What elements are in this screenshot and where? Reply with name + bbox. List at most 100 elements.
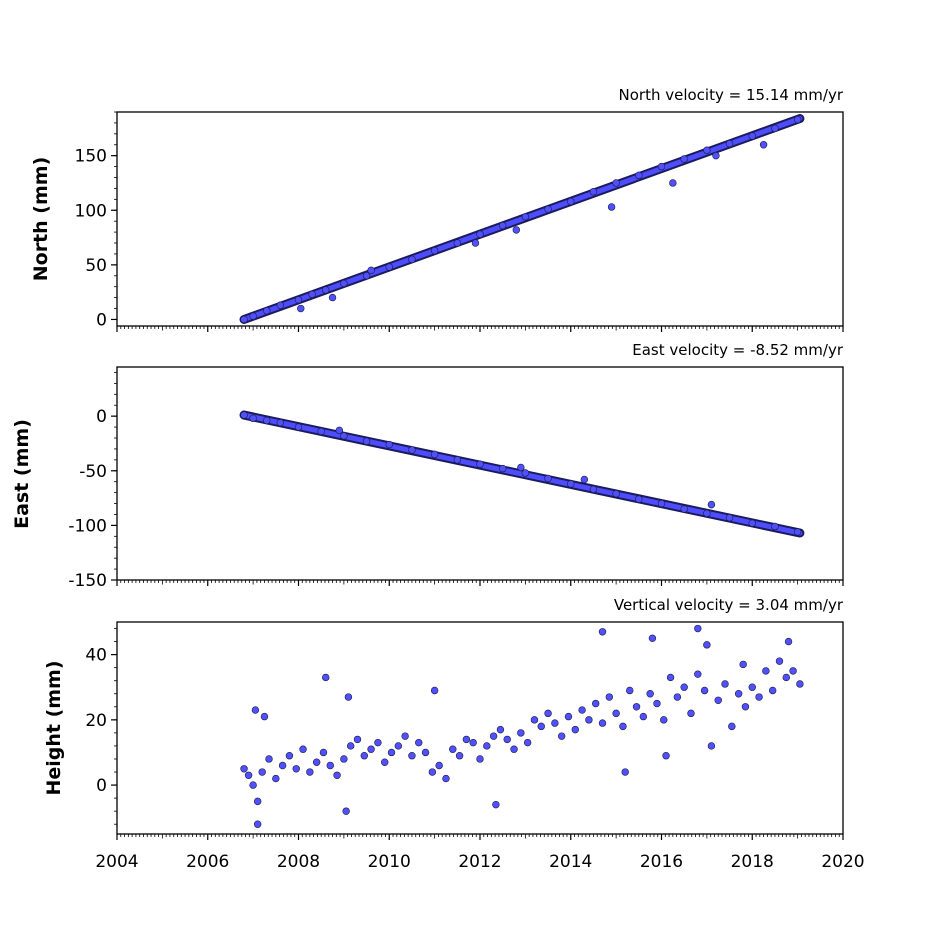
height-data-point <box>646 690 654 698</box>
height-data-point <box>687 709 695 718</box>
east-data-point <box>521 469 530 477</box>
height-data-point <box>694 670 702 678</box>
north-data-point <box>471 239 480 247</box>
north-data-point <box>759 141 768 149</box>
height-data-point <box>272 774 280 783</box>
height-data-point <box>662 752 670 760</box>
north-data-point <box>512 226 520 234</box>
height-data-point <box>728 722 736 731</box>
east-y-axis-label: East (mm) <box>11 419 33 529</box>
height-data-point <box>796 680 804 688</box>
north-data-point <box>240 315 248 324</box>
north-data-point <box>453 239 462 247</box>
height-data-point <box>673 693 682 701</box>
north-data-point <box>294 296 303 304</box>
height-data-point <box>557 732 566 740</box>
north-y-axis-label: North (mm) <box>30 157 52 282</box>
height-data-point <box>319 748 328 757</box>
height-data-point <box>251 706 260 714</box>
north-data-point <box>612 179 620 187</box>
east-data-point <box>240 411 248 419</box>
height-data-point <box>619 722 627 731</box>
height-data-point <box>442 774 450 783</box>
height-x-tick-label: 2004 <box>95 852 138 872</box>
height-data-point <box>285 752 294 760</box>
height-x-tick-label: 2008 <box>277 852 320 872</box>
height-data-point <box>326 761 334 770</box>
height-data-point <box>346 742 355 750</box>
height-data-point <box>503 735 511 744</box>
north-data-point <box>328 293 337 302</box>
height-y-tick-label: 0 <box>96 776 107 796</box>
east-y-tick-label: -100 <box>68 516 107 536</box>
height-data-point <box>605 693 614 701</box>
height-data-point <box>435 761 443 770</box>
height-data-point <box>537 722 545 731</box>
height-data-point <box>530 716 539 724</box>
east-data-point <box>263 416 271 425</box>
east-data-point <box>385 440 393 449</box>
north-data-point <box>748 132 756 140</box>
height-data-point <box>387 748 396 757</box>
height-data-point <box>789 667 797 675</box>
height-data-point <box>739 660 747 669</box>
height-data-point <box>342 807 350 815</box>
height-data-point <box>306 768 314 776</box>
north-data-point <box>521 213 530 221</box>
east-data-point <box>707 500 716 509</box>
height-data-point <box>700 686 709 695</box>
height-data-point <box>517 729 525 737</box>
east-data-point <box>580 475 589 484</box>
height-y-tick-label: 40 <box>85 646 107 666</box>
height-data-point <box>253 820 262 828</box>
height-x-tick-label: 2014 <box>549 852 592 872</box>
height-data-point <box>510 745 518 753</box>
height-data-point <box>626 686 634 695</box>
east-data-point <box>453 456 462 464</box>
east-plot-frame <box>116 366 844 581</box>
height-data-point <box>703 641 711 649</box>
height-data-point <box>278 761 287 770</box>
east-ticks: -150 -100 -50 0 <box>68 372 844 591</box>
north-panel-title: North velocity = 15.14 mm/yr <box>619 86 844 104</box>
height-data-point <box>253 797 262 806</box>
height-data-point <box>748 683 756 691</box>
north-data-point <box>589 188 598 196</box>
height-data-point <box>639 712 648 721</box>
height-data-point <box>469 738 477 747</box>
east-data-point <box>657 499 666 508</box>
height-data-point <box>564 712 573 721</box>
height-data-point <box>784 637 793 646</box>
north-data-point <box>276 301 285 309</box>
height-data-point <box>455 752 464 760</box>
height-data-point <box>666 673 675 682</box>
height-data-point <box>598 628 607 636</box>
east-data-point <box>317 427 325 436</box>
height-data-point <box>578 706 586 714</box>
north-data-point <box>680 155 688 163</box>
height-x-tick-label: 2016 <box>640 852 683 872</box>
height-data-point <box>449 745 457 753</box>
height-x-tick-label: 2010 <box>368 852 411 872</box>
height-data-point <box>585 716 593 724</box>
height-data-point <box>544 709 552 718</box>
height-data-point <box>660 716 668 724</box>
north-data-point <box>712 151 720 160</box>
height-data-point <box>476 755 484 763</box>
north-data-point <box>308 290 316 299</box>
height-data-point <box>612 709 620 718</box>
height-data-point <box>523 738 532 747</box>
north-data-point <box>771 124 779 133</box>
east-data-point <box>612 490 620 498</box>
height-data-point <box>240 765 248 773</box>
height-data-point <box>775 657 784 665</box>
height-data-point <box>551 719 559 727</box>
north-data-point <box>544 205 552 213</box>
east-data-point <box>249 414 257 423</box>
east-data-point <box>589 485 598 494</box>
height-data-point <box>260 712 269 721</box>
east-data-point <box>771 522 779 531</box>
panel-height: Vertical velocity = 3.04 mm/yr Height (m… <box>43 596 865 872</box>
height-data-point <box>244 771 253 779</box>
east-data-point <box>567 480 575 488</box>
